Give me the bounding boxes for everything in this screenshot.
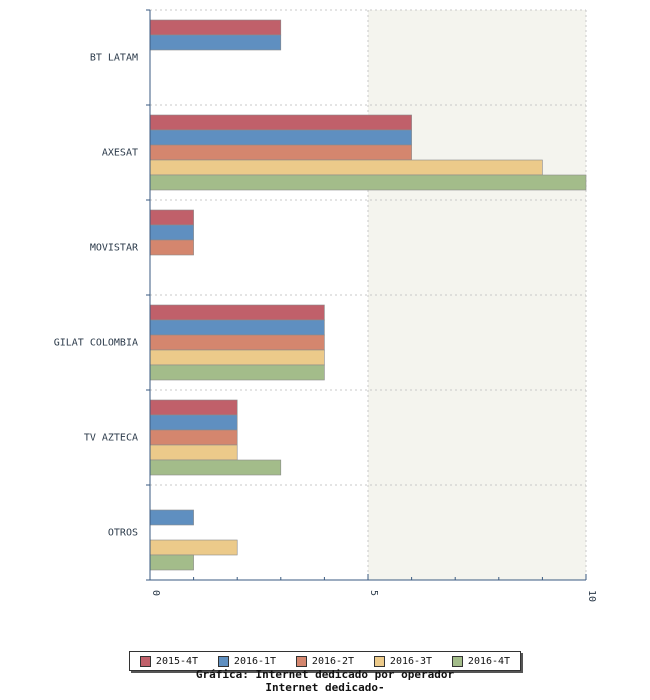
bar [149, 239, 194, 256]
bar [149, 114, 412, 131]
bar [149, 129, 412, 146]
legend-item: 2016-4T [451, 655, 511, 667]
bar [149, 19, 282, 36]
legend-item: 2015-4T [139, 655, 199, 667]
bar [149, 459, 282, 476]
legend-swatch [373, 655, 385, 667]
x-tick-label: 0 [150, 590, 161, 596]
plot-shade [368, 10, 586, 580]
chart-subcaption: Internet dedicado- [265, 681, 385, 694]
bar [149, 34, 282, 51]
bar [149, 399, 238, 416]
bar-chart: BT LATAM AXESAT MOVISTAR GILAT COLOMBIA TV A… [54, 9, 597, 602]
x-tick-label: 5 [368, 590, 379, 596]
bar [149, 349, 325, 366]
chart-caption: Gráfica: Internet dedicado por operador [195, 668, 455, 681]
bar [149, 224, 194, 241]
category-label: TV AZTECA [84, 433, 138, 444]
legend-swatch [295, 655, 307, 667]
bar [149, 429, 238, 446]
legend-item: 2016-1T [217, 655, 277, 667]
bar [149, 554, 194, 571]
bar [149, 144, 412, 161]
category-label: BT LATAM [90, 53, 138, 64]
legend-item: 2016-2T [295, 655, 355, 667]
category-label: GILAT COLOMBIA [54, 338, 138, 349]
bar [149, 319, 325, 336]
x-tick-label: 10 [586, 590, 597, 602]
bar [149, 509, 194, 526]
legend-label: 2016-1T [233, 655, 277, 667]
category-label: OTROS [108, 528, 138, 539]
bar [149, 444, 238, 461]
legend-label: 2016-3T [389, 655, 433, 667]
legend-label: 2016-2T [311, 655, 355, 667]
legend-swatch [139, 655, 151, 667]
bar [149, 304, 325, 321]
axes [146, 9, 587, 581]
bar [149, 414, 238, 431]
category-labels: BT LATAM AXESAT MOVISTAR GILAT COLOMBIA TV A… [54, 53, 139, 539]
grid-lines [150, 9, 587, 581]
bar [149, 159, 543, 176]
legend: 2015-4T 2016-1T 2016-2T 2016-3T 2016-4T [129, 651, 521, 671]
category-label: AXESAT [102, 148, 138, 159]
plot-background [368, 10, 586, 580]
tick-labels: 0 5 10 [150, 590, 597, 602]
bar [149, 334, 325, 351]
legend-label: 2015-4T [155, 655, 199, 667]
legend-swatch [217, 655, 229, 667]
bar [149, 539, 238, 556]
bar [149, 364, 325, 381]
bar [149, 174, 587, 191]
category-label: MOVISTAR [90, 243, 139, 254]
bar [149, 209, 194, 226]
legend-item: 2016-3T [373, 655, 433, 667]
legend-label: 2016-4T [467, 655, 511, 667]
bars [149, 19, 587, 571]
legend-swatch [451, 655, 463, 667]
